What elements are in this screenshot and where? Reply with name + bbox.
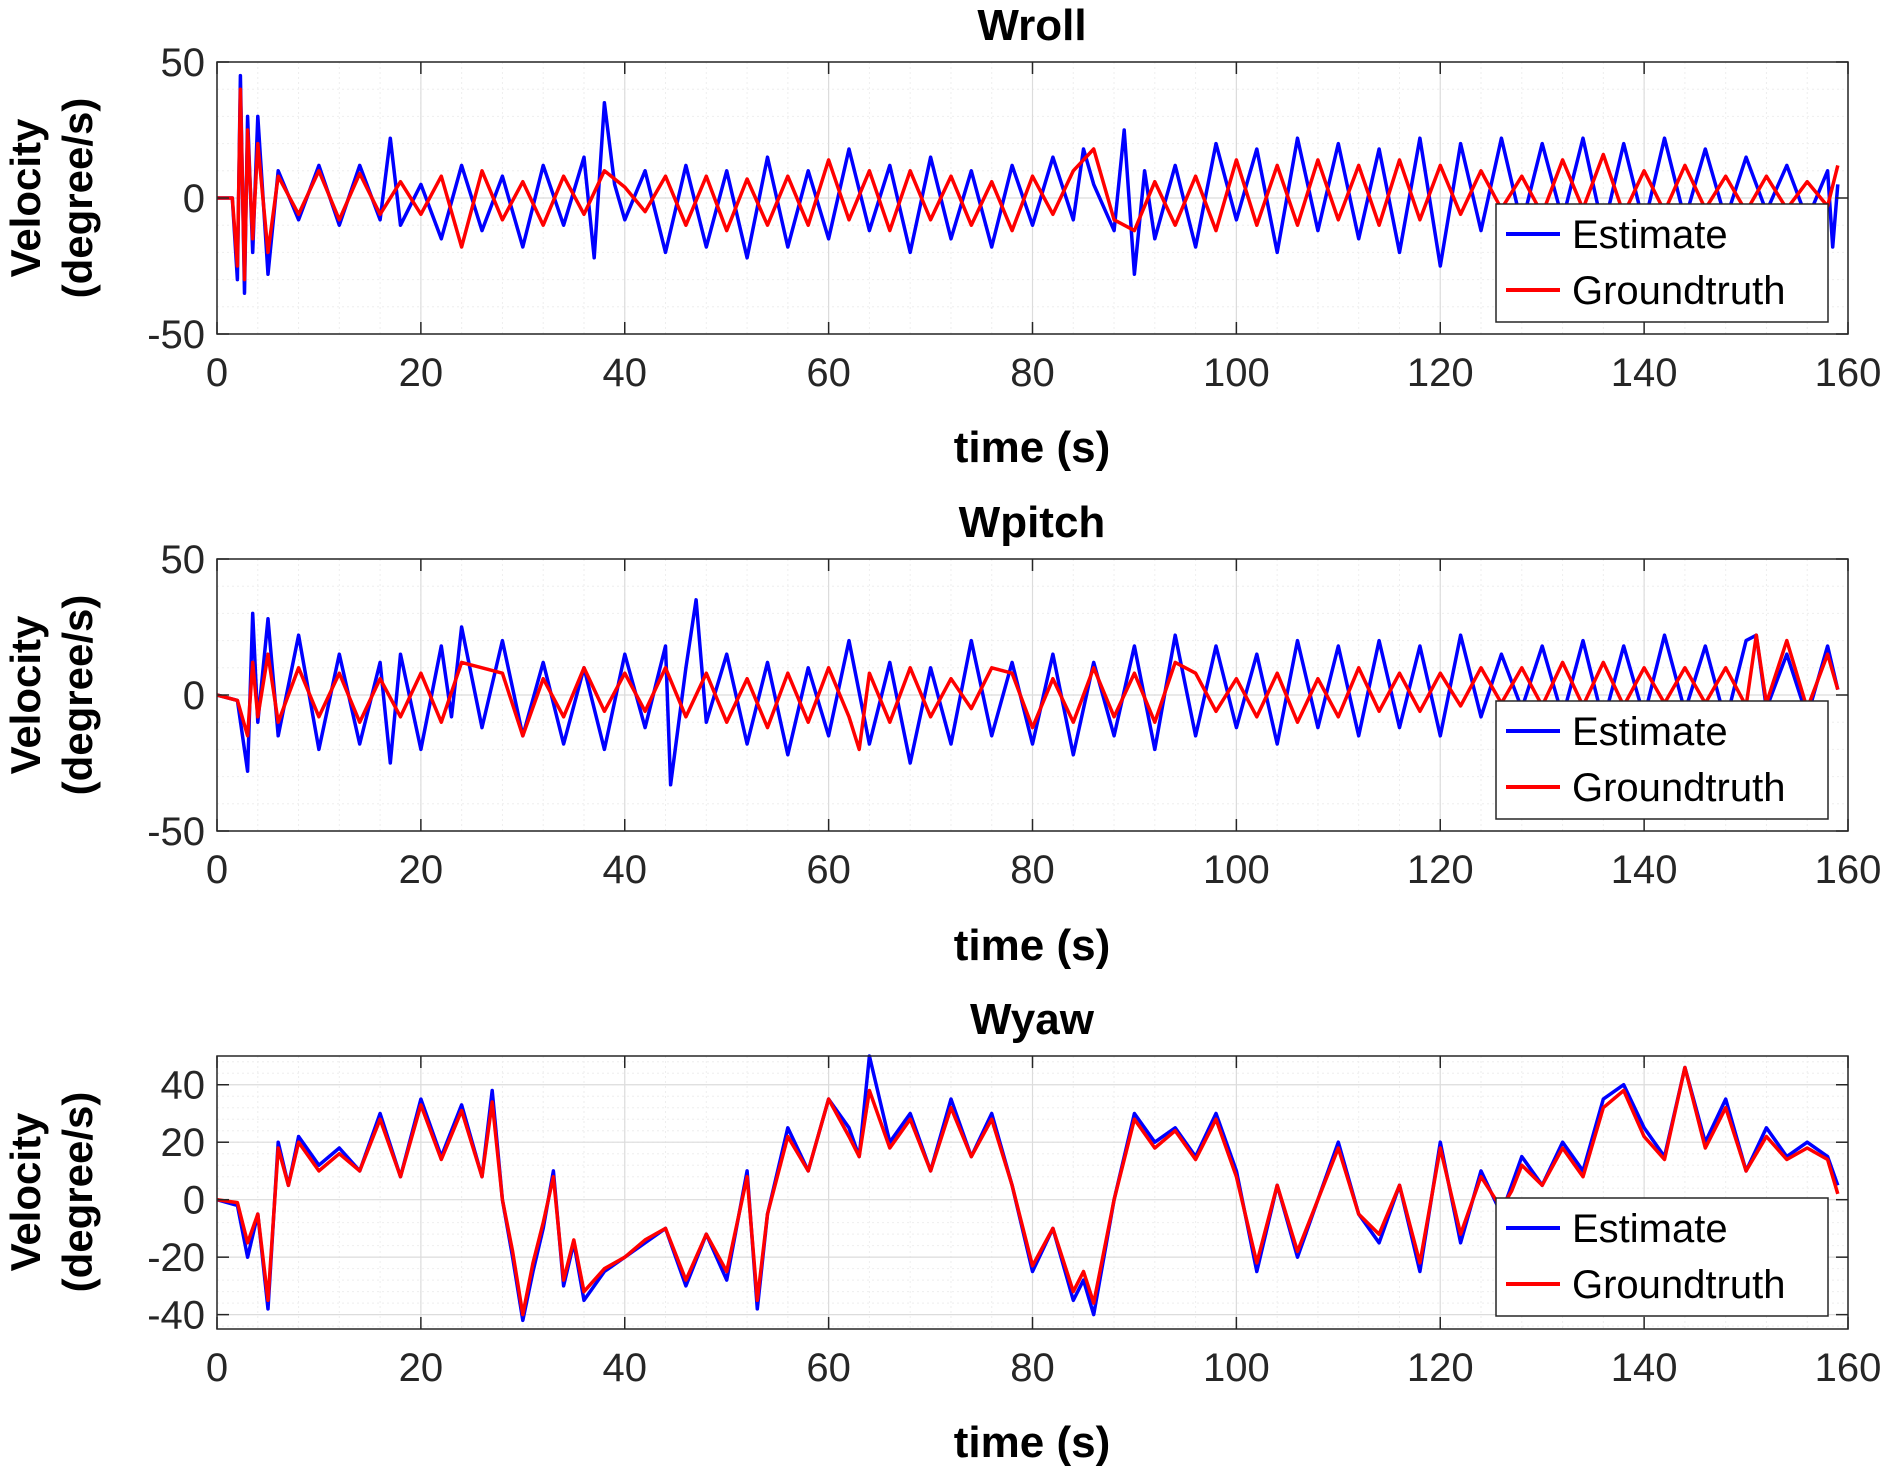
x-tick-label: 140 (1611, 351, 1678, 395)
x-tick-label: 0 (206, 848, 228, 892)
x-tick-label: 60 (806, 1346, 851, 1390)
chart-title: Wroll (977, 1, 1086, 50)
y-tick-label: 0 (183, 177, 205, 221)
y-tick-label: 0 (183, 1179, 205, 1223)
x-tick-label: 100 (1203, 1346, 1270, 1390)
y-axis-label-line-1: Velocity (2, 1112, 49, 1271)
legend-label-estimate: Estimate (1572, 213, 1728, 257)
x-tick-label: 20 (399, 1346, 444, 1390)
x-tick-label: 160 (1815, 351, 1882, 395)
legend-box (1495, 1197, 1829, 1317)
series-line-estimate (216, 598, 1840, 787)
y-axis-label-line-2: (degree/s) (54, 98, 101, 299)
x-tick-label: 80 (1010, 1346, 1055, 1390)
series-line-groundtruth (216, 1065, 1840, 1317)
y-tick-label: 50 (161, 41, 206, 85)
y-tick-label: -50 (147, 810, 205, 854)
x-tick-label: 120 (1407, 848, 1474, 892)
legend: Estimate Groundtruth (1495, 1197, 1829, 1317)
x-tick-label: 40 (603, 351, 648, 395)
x-axis-label: time (s) (954, 1418, 1110, 1467)
x-tick-label: 100 (1203, 351, 1270, 395)
legend-label-estimate: Estimate (1572, 1207, 1728, 1251)
y-tick-label: -50 (147, 313, 205, 357)
legend-label-estimate: Estimate (1572, 710, 1728, 754)
x-axis-label: time (s) (954, 921, 1110, 970)
x-tick-label: 120 (1407, 351, 1474, 395)
y-tick-label: -20 (147, 1236, 205, 1280)
x-tick-label: 40 (603, 848, 648, 892)
legend-label-groundtruth: Groundtruth (1572, 1263, 1785, 1307)
series-line-groundtruth (217, 87, 1840, 282)
x-tick-label: 0 (206, 1346, 228, 1390)
series-line-groundtruth (216, 633, 1840, 752)
series-line-estimate (217, 73, 1840, 295)
x-tick-label: 140 (1611, 848, 1678, 892)
legend-box (1495, 203, 1829, 323)
x-tick-label: 160 (1815, 1346, 1882, 1390)
chart-title: Wyaw (970, 995, 1095, 1044)
y-tick-label: -40 (147, 1294, 205, 1338)
legend-box (1495, 700, 1829, 820)
x-tick-label: 140 (1611, 1346, 1678, 1390)
x-tick-label: 20 (399, 848, 444, 892)
x-tick-label: 20 (399, 351, 444, 395)
x-tick-label: 100 (1203, 848, 1270, 892)
x-tick-label: 40 (603, 1346, 648, 1390)
x-tick-label: 60 (806, 351, 851, 395)
x-tick-label: 120 (1407, 1346, 1474, 1390)
y-tick-label: 50 (161, 538, 206, 582)
y-tick-label: 0 (183, 674, 205, 718)
y-axis-label-line-1: Velocity (2, 118, 49, 277)
y-axis-label-line-2: (degree/s) (54, 1092, 101, 1293)
x-tick-label: 160 (1815, 848, 1882, 892)
x-axis-label: time (s) (954, 423, 1110, 472)
legend-label-groundtruth: Groundtruth (1572, 269, 1785, 313)
plot-area: 0 20 40 60 80 100 120 140 160 40 20 0 -20 -40 (147, 1054, 1882, 1390)
x-tick-label: 0 (206, 351, 228, 395)
panel-wyaw: Wyaw 0 20 40 60 80 100 120 140 160 40 20 0 -20 -40 ti… (2, 995, 1881, 1467)
x-tick-label: 80 (1010, 351, 1055, 395)
x-tick-label: 60 (806, 848, 851, 892)
legend: Estimate Groundtruth (1495, 203, 1829, 323)
legend: Estimate Groundtruth (1495, 700, 1829, 820)
y-tick-label: 40 (161, 1064, 206, 1108)
y-tick-label: 20 (161, 1121, 206, 1165)
y-axis-label-line-2: (degree/s) (54, 595, 101, 796)
y-axis-label-line-1: Velocity (2, 615, 49, 774)
legend-label-groundtruth: Groundtruth (1572, 766, 1785, 810)
x-tick-label: 80 (1010, 848, 1055, 892)
chart-title: Wpitch (959, 498, 1106, 547)
